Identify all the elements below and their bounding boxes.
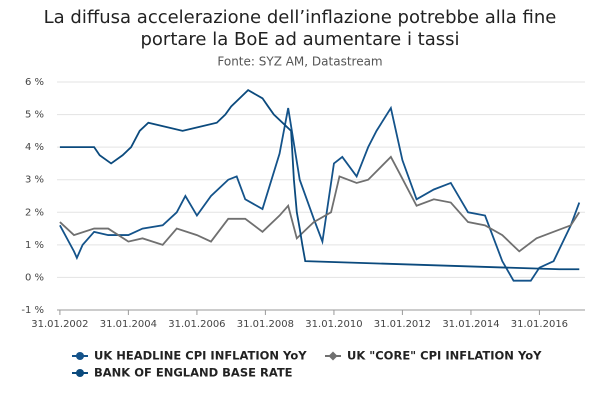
x-tick-label: 31.01.2012 <box>374 319 431 330</box>
x-tick-label: 31.01.2010 <box>305 319 362 330</box>
y-tick-label: -1 % <box>21 305 44 316</box>
chart-title: portare la BoE ad aumentare i tassi <box>140 29 459 50</box>
y-tick-label: 1 % <box>25 240 44 251</box>
legend-label: UK HEADLINE CPI INFLATION YoY <box>94 349 307 363</box>
y-tick-label: 0 % <box>25 272 44 283</box>
legend-label: BANK OF ENGLAND BASE RATE <box>94 366 293 380</box>
y-tick-label: 3 % <box>25 175 44 186</box>
chart-title: La diffusa accelerazione dell’inflazione… <box>44 7 557 28</box>
series-line <box>59 89 580 271</box>
x-tick-label: 31.01.2004 <box>100 319 157 330</box>
legend-label: UK "CORE" CPI INFLATION YoY <box>347 349 542 363</box>
legend-marker <box>76 352 84 360</box>
series-line <box>59 155 581 253</box>
legend-marker <box>76 369 84 377</box>
x-tick-label: 31.01.2016 <box>511 319 568 330</box>
chart-subtitle: Fonte: SYZ AM, Datastream <box>217 55 382 69</box>
x-tick-label: 31.01.2006 <box>168 319 225 330</box>
y-tick-label: 4 % <box>25 142 44 153</box>
legend-marker <box>328 351 338 361</box>
x-tick-label: 31.01.2002 <box>31 319 88 330</box>
x-tick-label: 31.01.2008 <box>237 319 294 330</box>
y-tick-label: 2 % <box>25 207 44 218</box>
series-line <box>59 105 581 282</box>
y-tick-label: 5 % <box>25 110 44 121</box>
y-tick-label: 6 % <box>25 77 44 88</box>
x-tick-label: 31.01.2014 <box>442 319 499 330</box>
